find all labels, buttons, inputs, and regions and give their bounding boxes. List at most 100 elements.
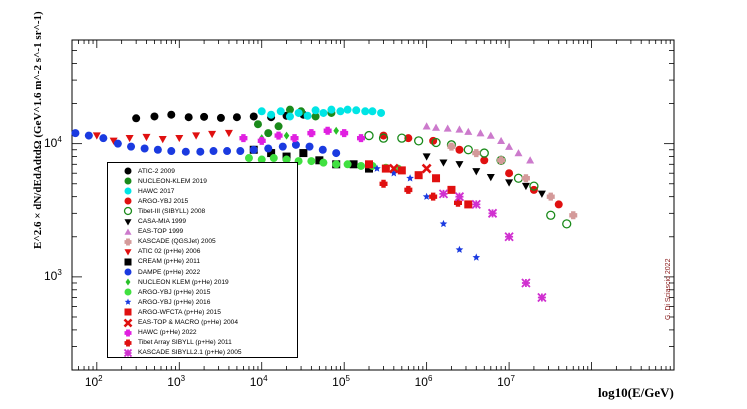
data-point xyxy=(267,149,276,158)
legend-label: DAMPE (p+He) 2022 xyxy=(138,268,201,276)
data-point xyxy=(299,149,308,158)
data-point xyxy=(264,144,273,153)
legend-entry: ATIC-2 2009 xyxy=(108,166,297,176)
data-point xyxy=(422,122,431,130)
legend-entry: NUCLEON KLEM (p+He) 2019 xyxy=(108,277,297,287)
x-tick-label: 106 xyxy=(414,374,433,389)
data-point xyxy=(153,145,162,154)
data-point xyxy=(421,163,432,174)
data-point xyxy=(349,160,358,169)
data-point xyxy=(404,134,413,143)
data-point xyxy=(480,156,489,165)
legend-marker xyxy=(123,318,133,327)
legend-label: ATIC 02 (p+He) 2006 xyxy=(138,248,201,256)
legend-marker xyxy=(124,177,132,185)
legend-marker xyxy=(124,187,132,195)
data-point xyxy=(319,108,328,117)
data-point xyxy=(357,161,366,170)
data-point xyxy=(472,168,481,176)
legend-label: ARGO-WFCTA (p+He) 2015 xyxy=(138,308,221,316)
data-point xyxy=(257,107,266,116)
data-point xyxy=(447,185,456,194)
legend-entry: Tibet-III (SIBYLL) 2008 xyxy=(108,206,297,216)
legend-label: NUCLEON KLEM (p+He) 2019 xyxy=(138,278,229,286)
legend-label: ATIC-2 2009 xyxy=(138,167,175,175)
data-point xyxy=(463,145,473,155)
data-point xyxy=(505,169,514,178)
legend-marker xyxy=(124,258,132,266)
data-point xyxy=(196,147,205,156)
data-point xyxy=(537,292,547,303)
legend-marker xyxy=(124,228,132,235)
data-point xyxy=(239,134,248,143)
data-point xyxy=(282,155,291,164)
data-point xyxy=(361,107,370,116)
legend-marker xyxy=(125,278,131,286)
legend-marker xyxy=(124,268,132,276)
data-point xyxy=(167,110,176,119)
legend-label: ARGO-YBJ 2015 xyxy=(138,197,189,205)
data-point xyxy=(471,199,481,210)
data-point xyxy=(223,147,232,156)
legend-label: ARGO-YBJ (p+He) 2016 xyxy=(138,298,211,306)
data-point xyxy=(150,112,159,121)
legend-marker xyxy=(124,288,132,296)
legend-label: Tibet Array SIBYLL (p+He) 2011 xyxy=(138,339,232,347)
data-point xyxy=(257,136,266,145)
data-point xyxy=(109,137,118,145)
data-point xyxy=(140,144,149,153)
plot-frame xyxy=(71,39,675,371)
data-point xyxy=(209,147,218,156)
legend-marker xyxy=(124,238,132,246)
data-point xyxy=(311,106,320,115)
x-tick-label: 102 xyxy=(84,374,103,389)
x-tick-label: 104 xyxy=(249,374,268,389)
data-point xyxy=(332,149,341,158)
data-point xyxy=(439,159,448,167)
legend-marker xyxy=(124,167,132,175)
data-point xyxy=(486,174,495,182)
data-point xyxy=(305,142,314,151)
data-point xyxy=(127,142,136,151)
data-point xyxy=(132,114,141,123)
data-point xyxy=(294,108,303,117)
data-point xyxy=(244,154,253,163)
legend-entry: ATIC 02 (p+He) 2006 xyxy=(108,247,297,257)
data-point xyxy=(184,113,193,122)
data-point xyxy=(267,110,276,119)
data-point xyxy=(390,169,398,177)
data-point xyxy=(514,149,523,157)
y-tick-label: 104 xyxy=(44,134,62,150)
data-point xyxy=(192,132,201,140)
legend-label: CASA-MIA 1999 xyxy=(138,218,187,225)
data-point xyxy=(175,134,184,143)
data-point xyxy=(432,174,441,183)
data-point xyxy=(315,156,324,165)
data-point xyxy=(92,132,101,140)
data-point xyxy=(290,134,299,143)
legend-marker xyxy=(124,339,132,347)
data-point xyxy=(285,105,294,114)
data-point xyxy=(569,211,578,220)
data-point xyxy=(236,147,245,156)
legend-label: ARGO-YBJ (p+He) 2015 xyxy=(138,288,211,296)
data-point xyxy=(200,112,209,121)
legend-label: EAS-TOP 1999 xyxy=(138,228,184,236)
data-point xyxy=(377,108,386,117)
data-point xyxy=(486,131,495,139)
data-point xyxy=(323,126,332,135)
data-point xyxy=(497,156,506,165)
data-point xyxy=(343,105,352,114)
data-point xyxy=(429,192,438,201)
data-point xyxy=(224,129,233,138)
data-point xyxy=(422,153,431,161)
y-tick-label: 103 xyxy=(44,267,62,283)
data-point xyxy=(479,148,489,158)
data-point xyxy=(291,140,300,149)
data-point xyxy=(554,200,563,209)
data-point xyxy=(276,107,285,116)
legend-label: EAS-TOP & MACRO (p+He) 2004 xyxy=(138,319,238,326)
legend-marker xyxy=(124,218,132,225)
data-point xyxy=(84,131,93,140)
